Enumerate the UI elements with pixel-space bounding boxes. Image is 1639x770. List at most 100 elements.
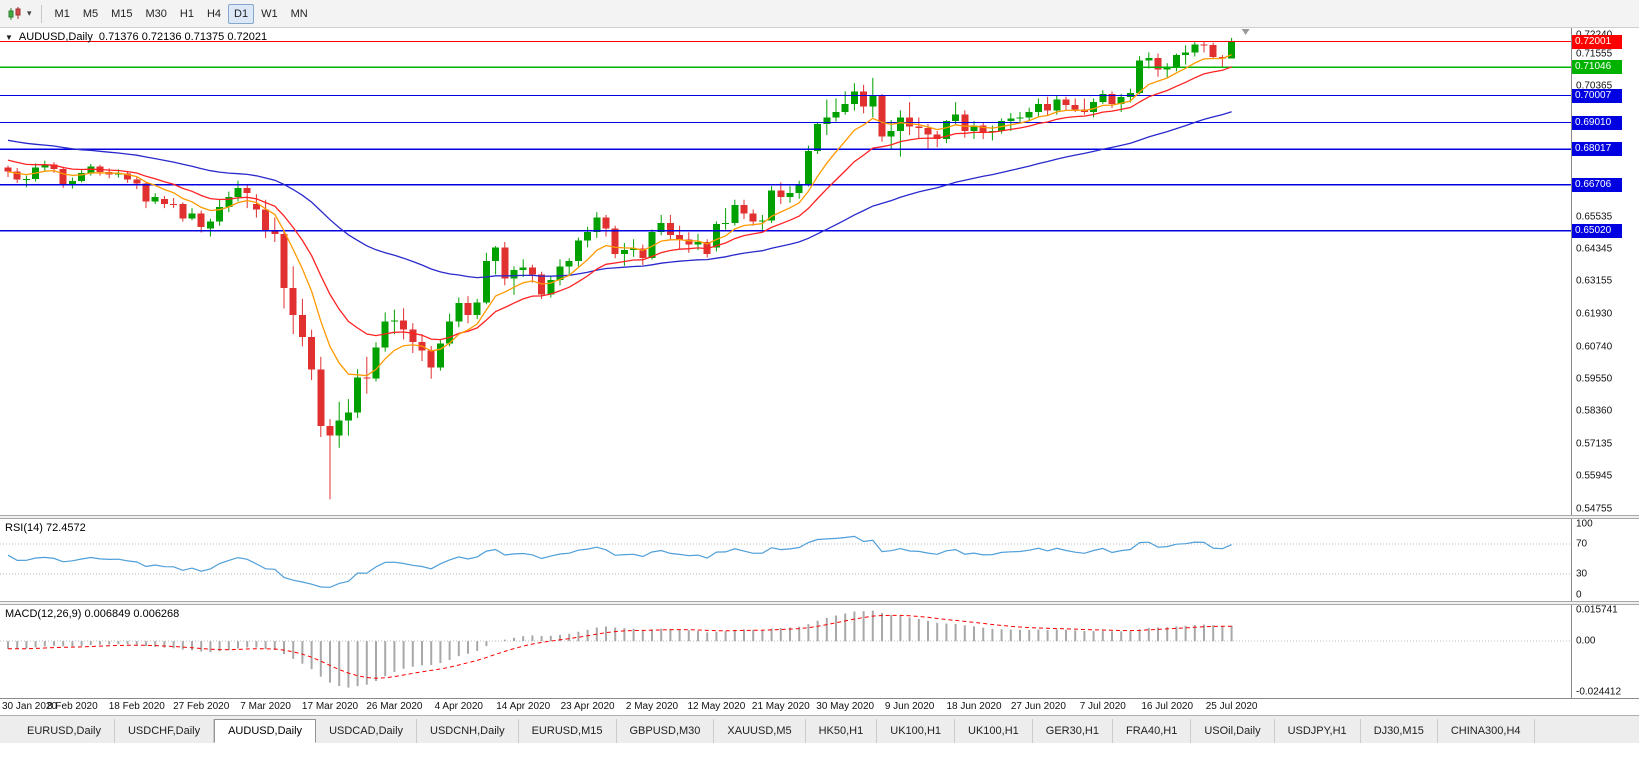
price-axis-label: 0.71555 <box>1576 48 1613 60</box>
date-label: 30 Jan 2020 <box>2 701 58 712</box>
candle-bearish <box>160 199 168 204</box>
price-tag-0.66706: 0.66706 <box>1572 177 1622 192</box>
candle-bearish <box>528 267 536 275</box>
timeframe-button-m5[interactable]: M5 <box>82 7 99 20</box>
price-tag-0.70007: 0.70007 <box>1572 88 1622 103</box>
candle-bullish <box>482 260 490 303</box>
price-axis-label: 0.61930 <box>1576 308 1613 320</box>
candle-bullish <box>206 221 214 229</box>
main-chart-panel[interactable]: 0.722400.715550.703650.655350.643450.631… <box>0 28 1639 515</box>
macd-plot[interactable] <box>0 605 1571 698</box>
timeframe-button-w1[interactable]: W1 <box>261 7 278 20</box>
candle-bullish <box>114 173 122 175</box>
main-axis[interactable]: 0.722400.715550.703650.655350.643450.631… <box>1571 28 1639 515</box>
candle-bullish <box>896 117 904 131</box>
candle-bullish <box>446 321 454 344</box>
candle-bearish <box>740 205 748 214</box>
chart-tab-usdcnh-daily[interactable]: USDCNH,Daily <box>417 719 519 743</box>
candle-bullish <box>436 343 444 368</box>
candle-bearish <box>326 426 334 436</box>
macd-header: MACD(12,26,9) 0.006849 0.006268 <box>5 608 179 620</box>
date-label: 26 Mar 2020 <box>366 701 423 712</box>
chart-tab-usdchf-daily[interactable]: USDCHF,Daily <box>115 719 215 743</box>
panel-sizer[interactable] <box>0 515 1639 519</box>
rsi-axis[interactable]: 100 70 30 0 <box>1571 519 1639 601</box>
candle-bullish <box>657 223 665 233</box>
candle-bullish <box>1145 57 1153 61</box>
macd-panel[interactable]: 0.015741 0.00 -0.024412 MACD(12,26,9) 0.00… <box>0 605 1639 698</box>
candle-bearish <box>298 315 306 337</box>
candle-bearish <box>59 168 67 186</box>
date-label: 12 May 2020 <box>687 701 746 712</box>
rsi-panel[interactable]: 100 70 30 0 RSI(14) 72.4572 <box>0 519 1639 601</box>
candle-bullish <box>648 232 656 259</box>
candle-bearish <box>878 95 886 137</box>
candle-bearish <box>133 179 141 184</box>
chevron-down-icon[interactable]: ▾ <box>27 8 32 18</box>
timeframe-button-mn[interactable]: MN <box>290 7 308 20</box>
candle-bullish <box>381 321 389 348</box>
candle-bearish <box>1200 44 1208 46</box>
macd-signal-line <box>7 614 1232 679</box>
candle-bearish <box>124 173 132 180</box>
tabbar: EURUSD,Daily USDCHF,Daily AUDUSD,Daily USDC… <box>0 715 1639 743</box>
main-plot[interactable] <box>0 28 1571 515</box>
chart-tab-uk100-h1[interactable]: UK100,H1 <box>955 719 1033 743</box>
timeframe-button-m15[interactable]: M15 <box>111 7 133 20</box>
chart-tab-eurusd-m15[interactable]: EURUSD,M15 <box>519 719 617 743</box>
price-axis-label: 0.59550 <box>1576 373 1613 385</box>
macd-axis[interactable]: 0.015741 0.00 -0.024412 <box>1571 605 1639 698</box>
timeframe-button-h1[interactable]: H1 <box>179 7 194 20</box>
bottom-filler <box>0 743 1639 770</box>
candle-bearish <box>308 336 316 370</box>
chart-tab-china300-h4[interactable]: CHINA300,H4 <box>1438 719 1535 743</box>
chart-tab-usdcad-daily[interactable]: USDCAD,Daily <box>316 719 418 743</box>
chart-tab-gbpusd-m30[interactable]: GBPUSD,M30 <box>617 719 715 743</box>
chart-tab-fra40-h1[interactable]: FRA40,H1 <box>1113 719 1192 743</box>
chart-tab-hk50-h1[interactable]: HK50,H1 <box>806 719 878 743</box>
candle-bullish <box>41 164 49 168</box>
chart-type-icon[interactable] <box>5 4 25 24</box>
candle-bullish <box>1025 111 1033 118</box>
price-tag-0.69010: 0.69010 <box>1572 115 1622 130</box>
chart-tab-dj30-m15[interactable]: DJ30,M15 <box>1361 719 1438 743</box>
date-label: 2 May 2020 <box>625 701 679 712</box>
candle-bullish <box>1163 67 1171 70</box>
rsi-header: RSI(14) 72.4572 <box>5 522 86 534</box>
timeframe-button-m1[interactable]: M1 <box>54 7 70 20</box>
chart-tab-ger30-h1[interactable]: GER30,H1 <box>1033 719 1113 743</box>
chart-menu-marker-icon[interactable]: ▼ <box>5 32 13 42</box>
chart-header: ▼ AUDUSD,Daily 0.71376 0.72136 0.71375 0… <box>5 31 267 43</box>
candle-bearish <box>1062 99 1070 105</box>
candle-bullish <box>510 270 518 279</box>
timeframe-buttons: M1 M5 M15 M30 H1 H4 D1 W1 MN <box>49 3 314 24</box>
chart-tab-uk100-h1[interactable]: UK100,H1 <box>877 719 956 743</box>
panel-sizer[interactable] <box>0 601 1639 605</box>
candle-bearish <box>4 167 12 172</box>
candle-bullish <box>574 240 582 261</box>
candle-bullish <box>372 347 380 379</box>
candle-bullish <box>804 150 812 186</box>
candle-bearish <box>860 91 868 107</box>
candle-bearish <box>142 183 150 202</box>
timeframe-button-h4[interactable]: H4 <box>206 7 222 20</box>
timeframe-button-d1[interactable]: D1 <box>228 3 255 24</box>
candle-bullish <box>1016 117 1024 119</box>
chart-tab-audusd-daily[interactable]: AUDUSD,Daily <box>214 719 317 743</box>
date-axis[interactable]: 30 Jan 2020 8 Feb 2020 18 Feb 2020 27 Feb 2… <box>0 698 1639 715</box>
candle-bearish <box>666 223 674 235</box>
chart-tab-eurusd-daily[interactable]: EURUSD,Daily <box>14 719 115 743</box>
candle-bullish <box>712 224 720 248</box>
chart-tab-xauusd-m5[interactable]: XAUUSD,M5 <box>714 719 806 743</box>
macd-axis-label: 0.00 <box>1576 635 1596 647</box>
rsi-axis-label: 30 <box>1576 568 1588 580</box>
candle-bullish <box>354 377 362 413</box>
candle-bearish <box>915 126 923 129</box>
timeframe-button-m30[interactable]: M30 <box>145 7 167 20</box>
candle-bearish <box>1154 57 1162 70</box>
chart-tab-usoil-daily[interactable]: USOil,Daily <box>1191 719 1275 743</box>
candle-bullish <box>850 91 858 104</box>
chart-tab-usdjpy-h1[interactable]: USDJPY,H1 <box>1275 719 1361 743</box>
rsi-plot[interactable] <box>0 519 1571 601</box>
